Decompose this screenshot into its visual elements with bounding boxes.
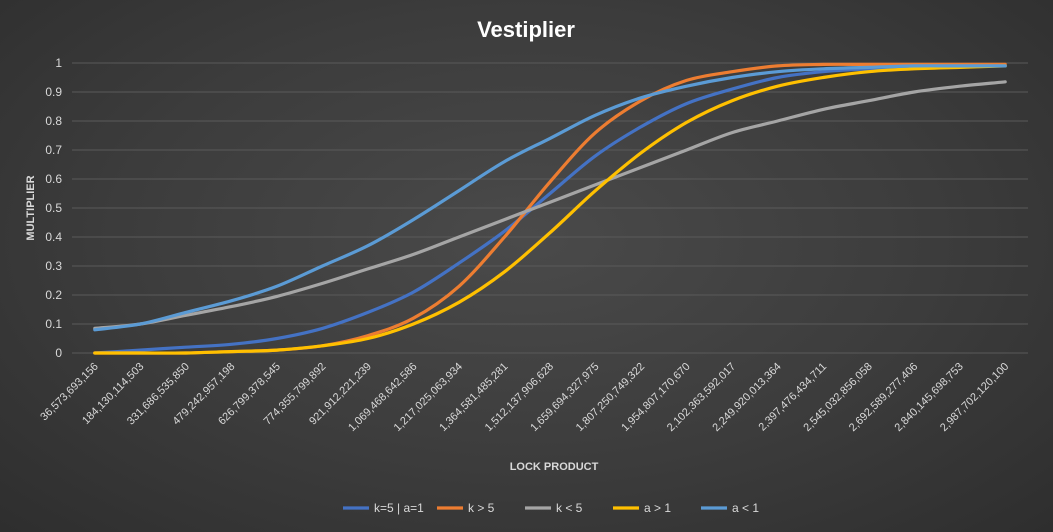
series-line-a-1 xyxy=(93,64,1007,332)
y-tick-label: 0.3 xyxy=(45,259,62,273)
y-tick-label: 0.2 xyxy=(45,288,62,302)
gridlines xyxy=(72,62,1028,354)
legend: k=5 | a=1 k > 5 k < 5 a > 1 a < 1 xyxy=(343,501,759,515)
y-tick-label: 0.4 xyxy=(45,230,62,244)
legend-label: a < 1 xyxy=(732,501,759,515)
legend-item: k=5 | a=1 xyxy=(343,501,424,515)
legend-label: k=5 | a=1 xyxy=(374,501,424,515)
legend-label: k > 5 xyxy=(468,501,495,515)
y-tick-label: 0.1 xyxy=(45,317,62,331)
y-tick-label: 0.8 xyxy=(45,114,62,128)
x-tick-labels: 36,573,693,156184,130,114,503331,686,535… xyxy=(38,361,1011,434)
series-line-k-5 xyxy=(93,62,1007,355)
y-tick-label: 0 xyxy=(55,346,62,360)
x-axis-title: LOCK PRODUCT xyxy=(510,461,599,473)
chart-title: Vestiplier xyxy=(477,17,575,42)
legend-label: k < 5 xyxy=(556,501,583,515)
y-tick-label: 0.6 xyxy=(45,172,62,186)
y-tick-label: 0.9 xyxy=(45,85,62,99)
series-line-k-5 xyxy=(93,80,1007,330)
legend-item: a > 1 xyxy=(613,501,671,515)
y-tick-label: 0.7 xyxy=(45,143,62,157)
legend-label: a > 1 xyxy=(644,501,671,515)
series-lines xyxy=(93,62,1007,355)
series-line-k-5-a-1 xyxy=(93,64,1007,355)
legend-item: k < 5 xyxy=(525,501,583,515)
y-tick-label: 0.5 xyxy=(45,201,62,215)
legend-item: a < 1 xyxy=(701,501,759,515)
y-tick-label: 1 xyxy=(55,56,62,70)
y-axis-title: MULTIPLIER xyxy=(25,175,37,240)
y-tick-labels: 0 0.1 0.2 0.3 0.4 0.5 0.6 0.7 0.8 0.9 1 xyxy=(45,56,62,360)
legend-item: k > 5 xyxy=(437,501,495,515)
series-line-a-1 xyxy=(93,64,1007,355)
